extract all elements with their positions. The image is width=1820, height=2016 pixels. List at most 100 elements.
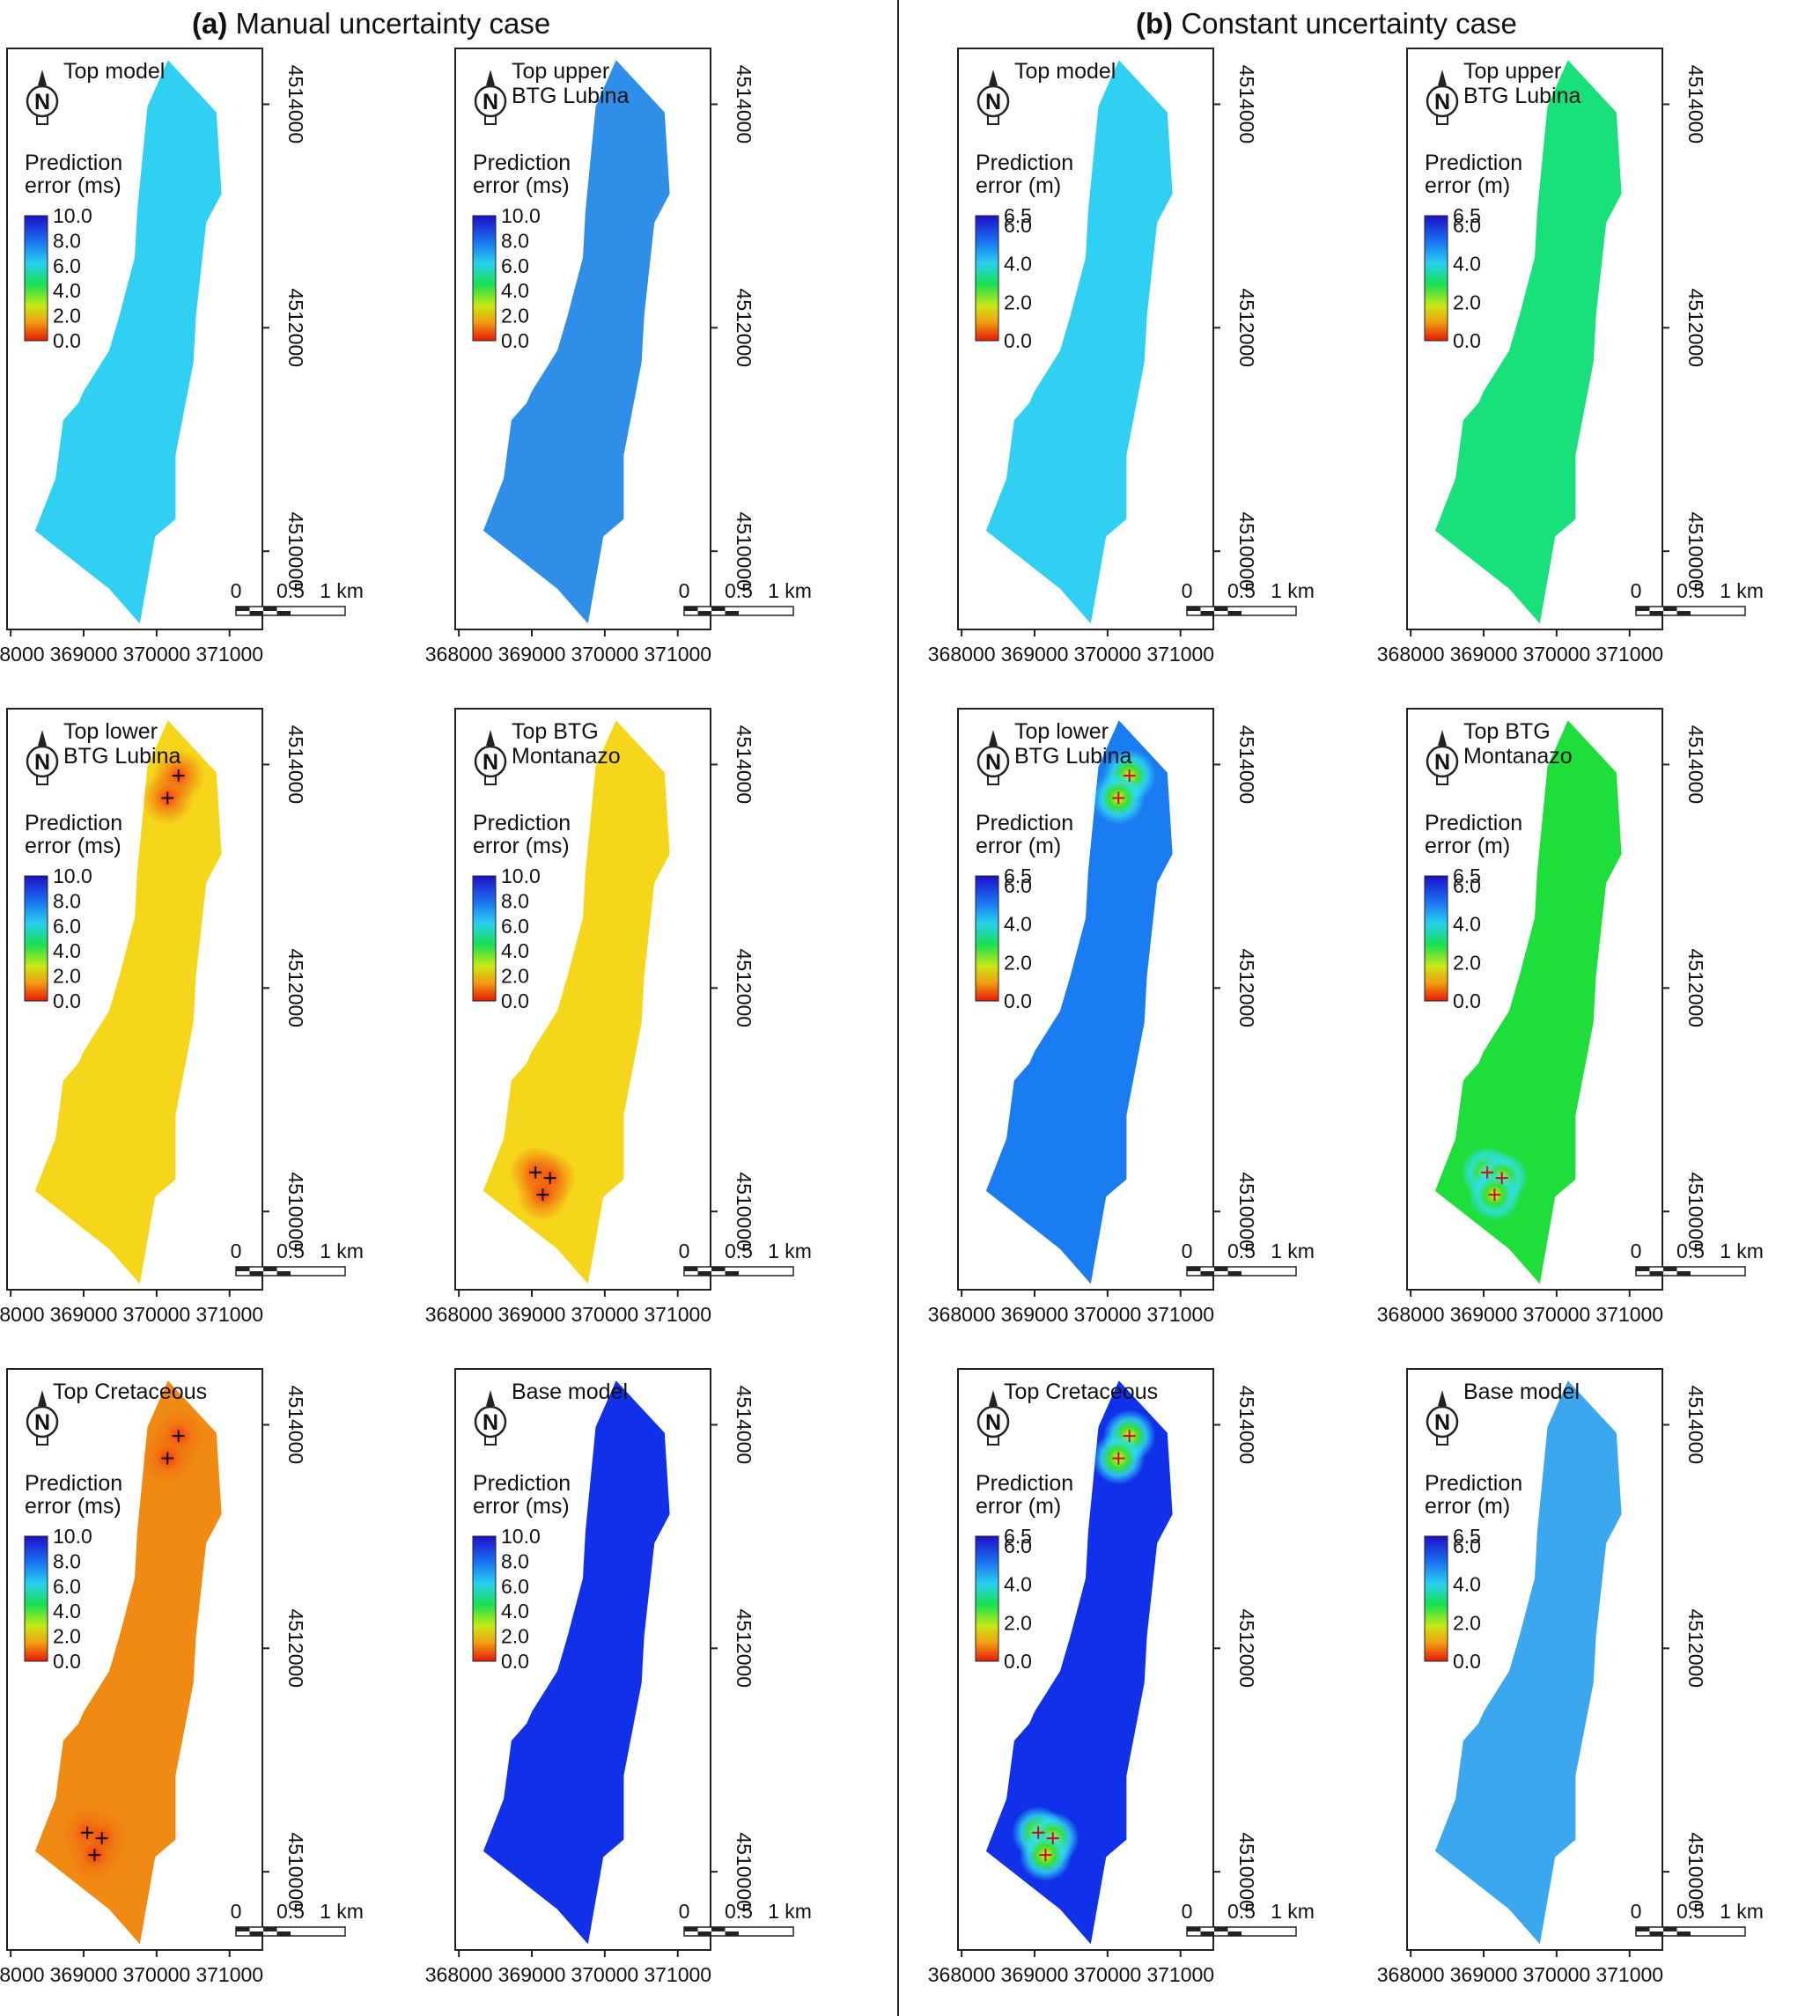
y-tick-label: 4510000 bbox=[733, 1832, 755, 1911]
panel-title: Top Cretaceous bbox=[53, 1380, 207, 1404]
legend-title: Prediction bbox=[1425, 811, 1522, 835]
x-tick-label: 371000 bbox=[195, 1963, 263, 1986]
y-tick-label: 4512000 bbox=[1684, 289, 1707, 368]
scalebar-segment bbox=[684, 1927, 698, 1931]
north-arrow-icon bbox=[486, 70, 495, 85]
well-marker bbox=[172, 769, 185, 783]
scalebar-segment bbox=[1663, 607, 1677, 611]
scalebar-segment bbox=[249, 1931, 263, 1936]
scalebar-segment bbox=[1649, 1931, 1663, 1936]
scalebar-segment bbox=[1187, 1267, 1201, 1271]
x-tick-label: 369000 bbox=[50, 643, 118, 666]
legend-tick: 2.0 bbox=[1004, 291, 1032, 313]
legend-title: Prediction bbox=[976, 151, 1073, 175]
legend-tick: 2.0 bbox=[53, 965, 81, 988]
x-tick-label: 369000 bbox=[498, 1963, 566, 1986]
scalebar-segment bbox=[711, 1267, 726, 1271]
y-tick-label: 4514000 bbox=[1684, 725, 1707, 805]
scalebar-label: 0.5 bbox=[276, 1240, 305, 1262]
legend-title: Prediction bbox=[1425, 1471, 1522, 1496]
scalebar-label: 0 bbox=[1182, 579, 1193, 602]
north-arrow-base bbox=[484, 116, 497, 125]
legend-tick: 6.0 bbox=[501, 1575, 529, 1598]
north-arrow-ring bbox=[976, 85, 1010, 118]
well-marker bbox=[1123, 769, 1136, 783]
well-marker bbox=[172, 1430, 185, 1443]
north-arrow-icon bbox=[486, 1390, 495, 1406]
legend-tick: 6.0 bbox=[501, 915, 529, 938]
y-tick-label: 4512000 bbox=[733, 1609, 755, 1689]
legend-tick: 6.0 bbox=[1004, 1534, 1032, 1557]
legend-tick: 2.0 bbox=[1453, 1611, 1481, 1634]
legend-tick: 6.0 bbox=[53, 254, 81, 277]
y-tick-label: 4514000 bbox=[733, 1386, 755, 1465]
legend-tick: 6.5 bbox=[1004, 865, 1032, 887]
legend-tick: 2.0 bbox=[1004, 1611, 1032, 1634]
scalebar-segment bbox=[276, 1271, 291, 1276]
well-marker bbox=[1123, 1430, 1136, 1443]
scalebar-label: 0 bbox=[679, 1900, 690, 1923]
legend-tick: 4.0 bbox=[501, 1600, 529, 1622]
scalebar-segment bbox=[1187, 607, 1201, 611]
y-tick-label: 4512000 bbox=[1235, 289, 1258, 368]
well-marker bbox=[161, 1452, 174, 1465]
north-arrow-base bbox=[1436, 1437, 1448, 1446]
well-marker bbox=[81, 1826, 94, 1839]
scalebar-segment bbox=[236, 1927, 250, 1931]
well-marker bbox=[1039, 1849, 1052, 1862]
legend-tick: 6.5 bbox=[1453, 865, 1481, 887]
panel-title: Top Cretaceous bbox=[1004, 1380, 1158, 1404]
north-arrow-ring bbox=[474, 745, 507, 778]
y-tick-label: 4512000 bbox=[733, 289, 755, 368]
scalebar-segment bbox=[1676, 1271, 1691, 1276]
y-tick-label: 4514000 bbox=[1235, 65, 1258, 144]
scalebar-segment bbox=[1214, 1267, 1228, 1271]
scalebar-label: 0.5 bbox=[1676, 1900, 1705, 1923]
scalebar-label: 0 bbox=[231, 579, 242, 602]
scalebar-label: 1 km bbox=[320, 579, 364, 602]
field-polygon bbox=[1434, 60, 1622, 624]
scalebar-segment bbox=[1649, 611, 1663, 615]
legend-colorbar bbox=[1424, 875, 1448, 1002]
scalebar-segment bbox=[249, 1271, 263, 1276]
scalebar-segment bbox=[1214, 607, 1228, 611]
north-letter: N bbox=[34, 750, 50, 775]
legend-tick: 4.0 bbox=[53, 279, 81, 302]
north-arrow-icon bbox=[1438, 1390, 1447, 1406]
y-tick-label: 4514000 bbox=[733, 725, 755, 805]
legend-tick: 10.0 bbox=[53, 204, 92, 227]
scalebar-label: 0.5 bbox=[276, 579, 305, 602]
north-arrow-base bbox=[484, 1437, 497, 1446]
y-tick-label: 4512000 bbox=[1684, 949, 1707, 1028]
well-marker bbox=[161, 791, 174, 805]
x-tick-label: 371000 bbox=[1595, 1303, 1663, 1326]
scalebar-segment bbox=[725, 1271, 739, 1276]
north-letter: N bbox=[985, 90, 1001, 114]
field-polygon bbox=[985, 1380, 1173, 1945]
north-arrow-base bbox=[987, 776, 999, 785]
legend-subtitle: error (ms) bbox=[473, 173, 570, 198]
north-letter: N bbox=[1434, 750, 1450, 775]
y-tick-label: 4514000 bbox=[284, 1386, 307, 1465]
scalebar-segment bbox=[697, 1271, 711, 1276]
scalebar-label: 0 bbox=[1631, 1240, 1642, 1262]
scalebar-label: 0.5 bbox=[1227, 1240, 1256, 1262]
y-tick-label: 4514000 bbox=[284, 725, 307, 805]
section-letter-a: (a) bbox=[192, 7, 228, 40]
scalebar-segment bbox=[263, 1267, 277, 1271]
north-arrow-base bbox=[36, 776, 48, 785]
y-tick-label: 4512000 bbox=[284, 289, 307, 368]
scalebar-segment bbox=[276, 1931, 291, 1936]
well-marker bbox=[1481, 1166, 1494, 1179]
x-tick-label: 368000 bbox=[425, 1303, 493, 1326]
panel-title: Top BTG bbox=[512, 719, 599, 744]
north-arrow-base bbox=[36, 1437, 48, 1446]
north-arrow-ring bbox=[26, 745, 59, 778]
well-marker bbox=[1032, 1826, 1045, 1839]
legend-tick: 0.0 bbox=[1004, 1650, 1032, 1673]
legend-tick: 2.0 bbox=[53, 1625, 81, 1648]
legend-tick: 6.5 bbox=[1004, 1525, 1032, 1548]
panel-title: Top model bbox=[1014, 59, 1116, 84]
